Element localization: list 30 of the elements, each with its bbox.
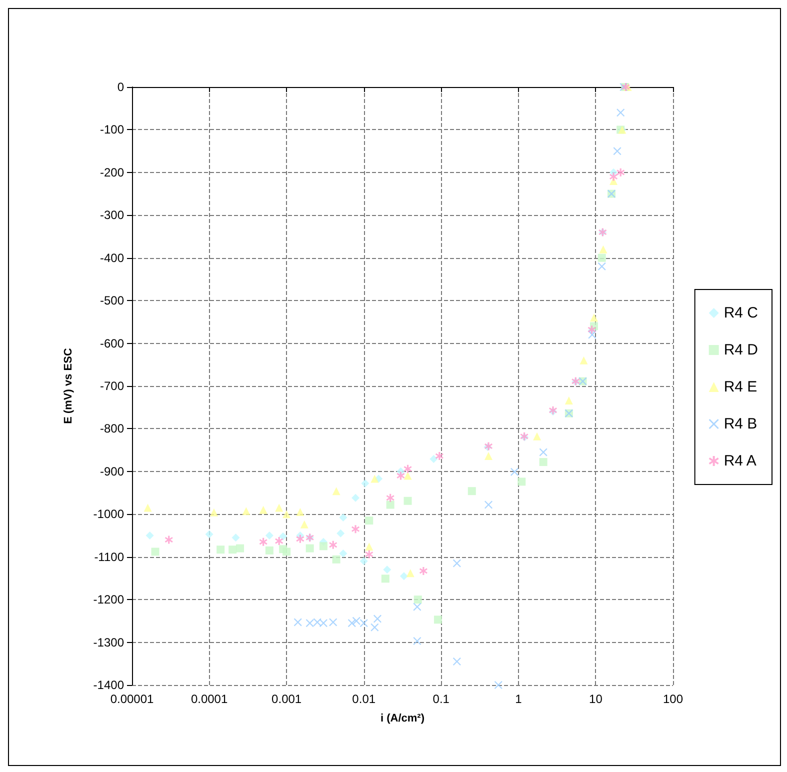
x-tick-label: 0.00001 [110,692,154,706]
y-tick-label: -600 [100,336,124,350]
y-tick-label: -1100 [94,550,124,564]
legend-label: R4 B [724,416,758,432]
y-tick-label: -1400 [93,678,124,692]
legend-label: R4 D [724,342,758,358]
y-tick-label: -300 [100,208,124,222]
x-tick-label: 100 [662,692,684,706]
x-tick-label: 10 [589,692,603,706]
x-axis-title: i (A/cm²) [380,712,425,724]
legend-label: R4 C [724,304,758,322]
y-tick-label: -700 [100,379,124,393]
y-tick-label: -400 [100,250,124,265]
y-tick-label: -500 [100,294,124,308]
y-tick-label: -1200 [93,592,124,607]
y-tick-label: -800 [100,422,124,436]
legend-label: R4 A [724,452,756,470]
x-tick-label: 1 [515,692,522,706]
x-tick-label: 0.001 [272,692,302,706]
y-tick-label: -900 [100,464,124,478]
legend-label: R4 E [724,378,758,396]
y-tick-label: -1300 [93,635,124,650]
x-tick-label: 0.0001 [190,692,228,706]
x-tick-label: 0.1 [432,692,450,706]
y-tick-label: -200 [100,165,124,180]
y-tick-label: -100 [100,122,124,137]
y-axis-title: E (mV) vs ESC [62,348,74,424]
y-tick-label: -1000 [93,507,124,522]
y-tick-label: 0 [117,80,124,94]
x-tick-label: 0.01 [352,692,376,706]
